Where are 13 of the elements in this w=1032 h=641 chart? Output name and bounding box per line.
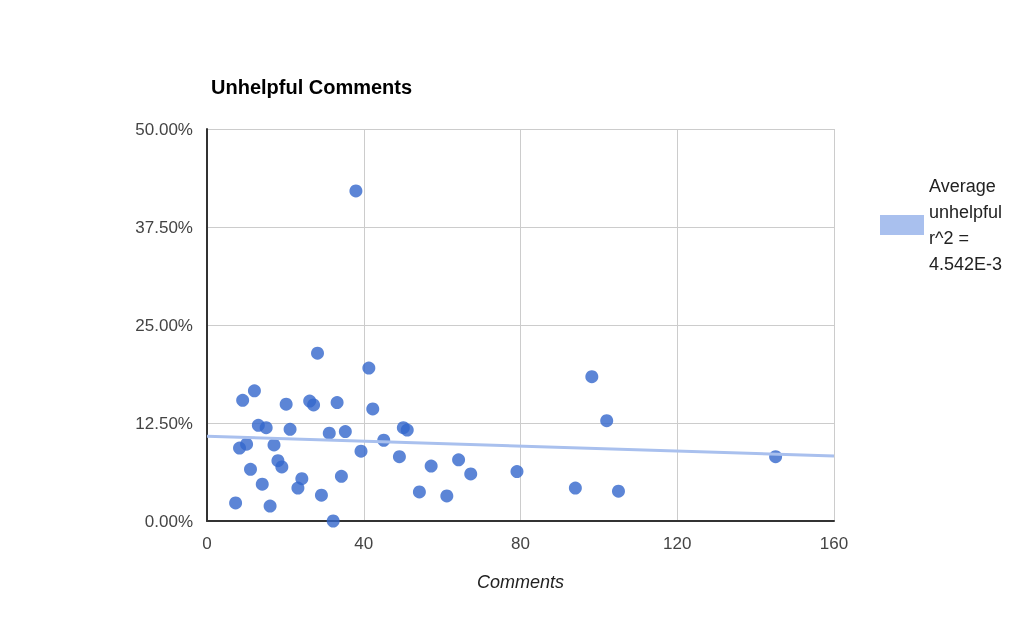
x-tick-label: 40: [354, 534, 374, 553]
x-tick-label: 120: [663, 534, 692, 553]
x-tick-label: 160: [819, 534, 849, 553]
y-tick-label: 0.00%: [144, 511, 193, 531]
x-axis-title: Comments: [476, 572, 565, 592]
x-tick-label: 0: [202, 534, 212, 553]
chart-title: Unhelpful Comments: [211, 76, 413, 98]
x-tick-label: 80: [511, 534, 530, 553]
y-tick-label: 50.00%: [135, 119, 193, 139]
legend-label: Average unhelpful r^2 = 4.542E-3: [929, 176, 1008, 274]
y-tick-label: 25.00%: [135, 315, 193, 335]
y-tick-label: 12.50%: [135, 413, 193, 433]
y-tick-label: 37.50%: [135, 217, 193, 237]
